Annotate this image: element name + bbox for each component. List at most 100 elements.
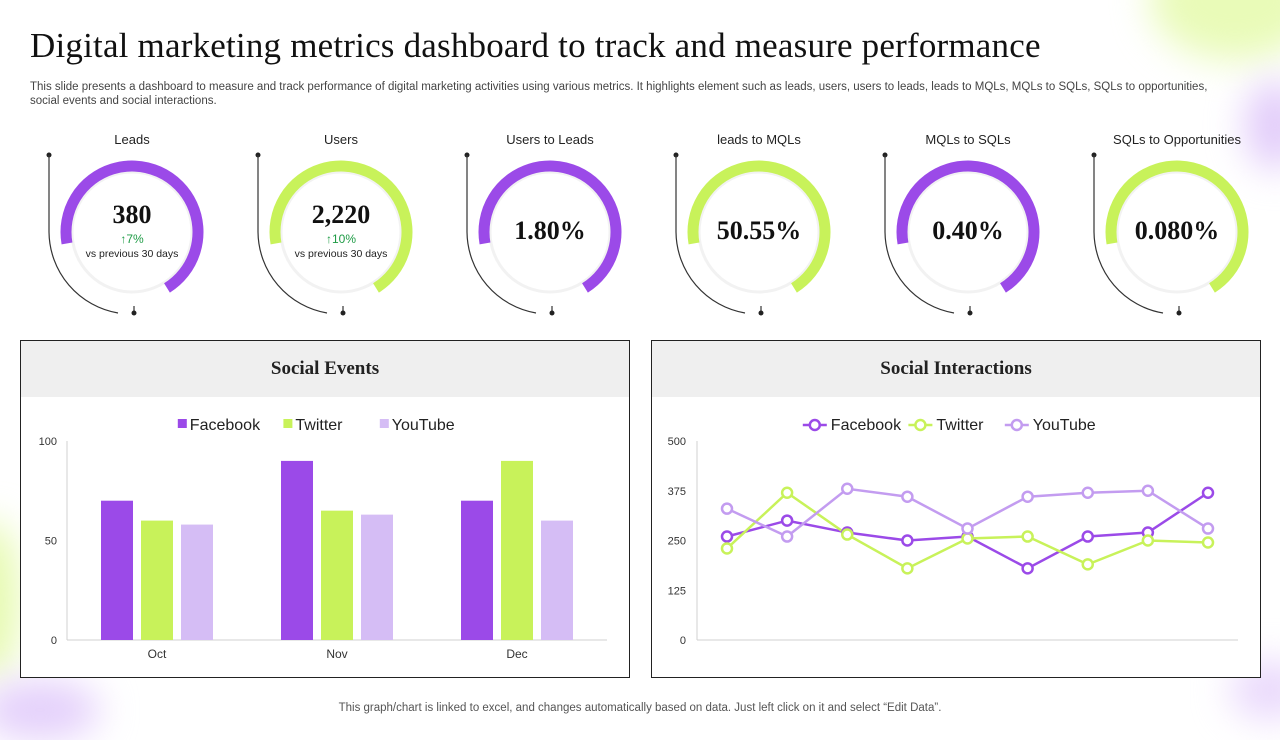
kpi-note: vs previous 30 days bbox=[85, 248, 179, 260]
point-facebook-1[interactable] bbox=[720, 530, 734, 543]
point-youtube-5[interactable] bbox=[961, 522, 974, 535]
kpi-card-leads: Leads 380 ↑7% vs previous 30 days bbox=[16, 132, 216, 322]
kpi-connector-line bbox=[466, 155, 537, 314]
kpi-gauge bbox=[464, 152, 622, 316]
x-tick-label: Nov bbox=[326, 647, 347, 661]
up-arrow-icon: ↑ bbox=[325, 232, 332, 246]
point-youtube-1[interactable] bbox=[720, 502, 734, 515]
point-youtube-7[interactable] bbox=[1081, 486, 1094, 499]
social-interactions-line-chart[interactable]: Facebook Twitter YouTube 0 125 250 375 500 bbox=[652, 397, 1260, 677]
point-twitter-8[interactable] bbox=[1141, 534, 1155, 547]
page-subtitle: This slide presents a dashboard to measu… bbox=[30, 81, 1208, 107]
kpi-gauge bbox=[673, 152, 831, 316]
x-tick-label: Dec bbox=[506, 647, 527, 661]
y-tick-label: 50 bbox=[45, 536, 57, 548]
point-youtube-4[interactable] bbox=[901, 490, 914, 503]
kpi-connector-line bbox=[257, 155, 328, 314]
kpi-gauge bbox=[882, 152, 1040, 316]
kpi-value: 380 bbox=[112, 200, 152, 229]
kpi-connector-dot-bottom bbox=[549, 310, 555, 316]
bar-youtube-nov[interactable] bbox=[361, 514, 393, 640]
point-youtube-8[interactable] bbox=[1141, 484, 1155, 497]
legend-marker-twitter bbox=[283, 419, 293, 428]
bar-youtube-dec[interactable] bbox=[541, 520, 573, 640]
kpi-label: MQLs to SQLs bbox=[925, 132, 1011, 147]
legend-label-youtube: YouTube bbox=[392, 417, 455, 434]
bar-facebook-nov[interactable] bbox=[281, 460, 313, 640]
point-youtube-3[interactable] bbox=[841, 482, 854, 496]
kpi-gauge-arc bbox=[1105, 160, 1249, 293]
bar-twitter-oct[interactable] bbox=[141, 520, 173, 640]
social-events-title: Social Events bbox=[21, 341, 629, 397]
legend-label-youtube: YouTube bbox=[1033, 417, 1096, 434]
kpi-value: 2,220 bbox=[311, 200, 371, 229]
point-facebook-6[interactable] bbox=[1021, 562, 1034, 575]
kpi-note: vs previous 30 days bbox=[294, 248, 388, 260]
point-twitter-1[interactable] bbox=[720, 542, 734, 555]
bar-facebook-oct[interactable] bbox=[101, 500, 133, 640]
kpi-card-users: Users 2,220 ↑10% vs previous 30 days bbox=[225, 132, 425, 322]
footnote: This graph/chart is linked to excel, and… bbox=[338, 702, 942, 714]
kpi-value: 1.80% bbox=[514, 216, 586, 245]
kpi-card-sqls-to-opportunities: SQLs to Opportunities 0.080% bbox=[1061, 132, 1261, 322]
kpi-gauge-arc bbox=[896, 160, 1040, 293]
y-tick-label: 100 bbox=[39, 436, 57, 448]
kpi-change: ↑7% bbox=[32, 232, 232, 246]
up-arrow-icon: ↑ bbox=[120, 232, 127, 246]
kpi-gauge-track bbox=[697, 170, 821, 294]
y-tick-label: 0 bbox=[680, 635, 686, 647]
kpi-value: 50.55% bbox=[716, 216, 802, 245]
point-facebook-4[interactable] bbox=[901, 534, 914, 547]
x-tick-label: Oct bbox=[148, 647, 167, 661]
y-tick-label: 500 bbox=[668, 436, 686, 448]
kpi-connector-line bbox=[884, 155, 955, 314]
point-twitter-6[interactable] bbox=[1021, 530, 1034, 543]
bar-facebook-dec[interactable] bbox=[461, 500, 493, 640]
kpi-label: Users to Leads bbox=[506, 132, 594, 147]
kpi-gauge-track bbox=[279, 170, 403, 294]
point-facebook-9[interactable] bbox=[1201, 486, 1215, 499]
bar-youtube-oct[interactable] bbox=[181, 524, 213, 640]
y-tick-label: 250 bbox=[668, 536, 686, 548]
point-youtube-2[interactable] bbox=[780, 530, 794, 543]
point-facebook-2[interactable] bbox=[780, 514, 794, 527]
point-twitter-2[interactable] bbox=[780, 486, 794, 499]
bar-twitter-nov[interactable] bbox=[321, 510, 353, 640]
kpi-connector-dot-bottom bbox=[1176, 310, 1182, 316]
kpi-card-users-to-leads: Users to Leads 1.80% bbox=[434, 132, 634, 322]
kpi-gauge bbox=[1091, 152, 1249, 316]
page-title: Digital marketing metrics dashboard to t… bbox=[30, 26, 1041, 65]
kpi-value: 0.40% bbox=[932, 216, 1004, 245]
social-interactions-title: Social Interactions bbox=[652, 341, 1260, 397]
kpi-gauge-track bbox=[906, 170, 1030, 294]
kpi-connector-dot-bottom bbox=[131, 310, 137, 316]
kpi-connector-line bbox=[675, 155, 746, 314]
social-events-bar-chart[interactable]: Facebook Twitter YouTube 0 50 100 Oct Nov Dec bbox=[21, 397, 629, 677]
bar-twitter-dec[interactable] bbox=[501, 460, 533, 640]
decor-blob-top-right-green bbox=[1150, 0, 1280, 60]
legend-label-twitter: Twitter bbox=[295, 417, 343, 434]
kpi-connector-line bbox=[48, 155, 119, 314]
kpi-gauge-arc bbox=[687, 160, 831, 293]
legend-label-facebook: Facebook bbox=[831, 417, 902, 434]
point-youtube-9[interactable] bbox=[1201, 522, 1215, 535]
kpi-gauge-track bbox=[488, 170, 612, 294]
kpi-gauge-arc bbox=[478, 160, 622, 293]
point-facebook-7[interactable] bbox=[1081, 530, 1094, 543]
decor-blob-left-green bbox=[0, 520, 20, 680]
point-youtube-6[interactable] bbox=[1021, 490, 1034, 503]
kpi-connector-line bbox=[1093, 155, 1164, 314]
social-interactions-panel[interactable]: Social Interactions Facebook Twitter YouTu… bbox=[651, 340, 1261, 678]
point-twitter-9[interactable] bbox=[1201, 536, 1215, 549]
kpi-change-value: 7% bbox=[126, 232, 144, 246]
kpi-card-mqls-to-sqls: MQLs to SQLs 0.40% bbox=[852, 132, 1052, 322]
point-twitter-7[interactable] bbox=[1081, 558, 1094, 571]
kpi-change-value: 10% bbox=[331, 232, 357, 246]
kpi-change: ↑10% bbox=[241, 232, 441, 246]
legend-marker-youtube bbox=[379, 419, 389, 428]
point-twitter-5[interactable] bbox=[961, 532, 974, 545]
kpi-label: Leads bbox=[114, 132, 150, 147]
social-events-panel[interactable]: Social Events Facebook Twitter YouTube 0 50 1… bbox=[20, 340, 630, 678]
point-twitter-3[interactable] bbox=[841, 528, 854, 541]
point-twitter-4[interactable] bbox=[901, 562, 914, 575]
